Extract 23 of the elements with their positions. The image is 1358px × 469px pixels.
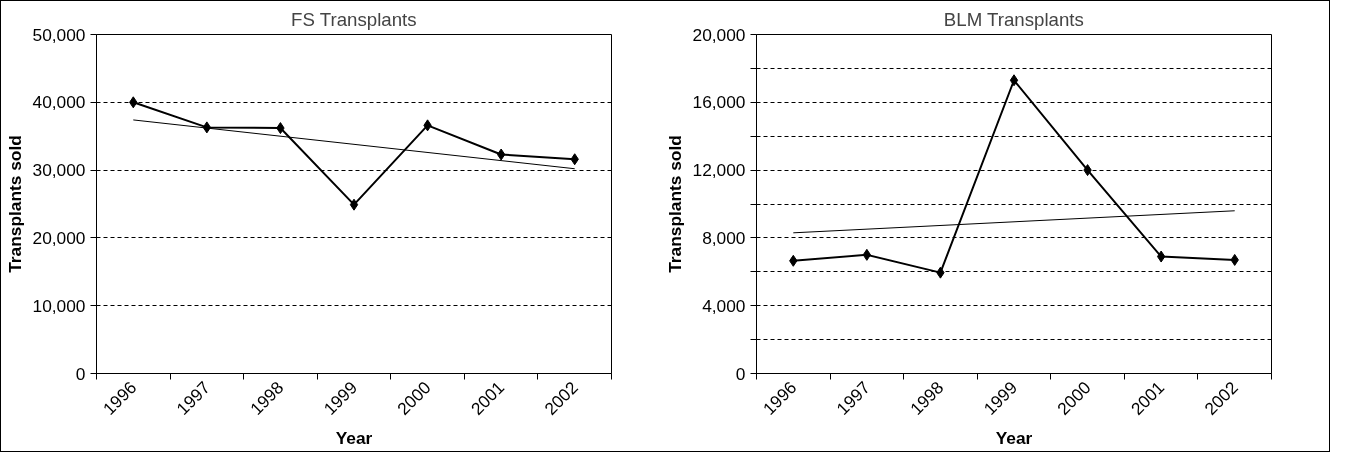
y-tick-label: 0 — [735, 363, 746, 384]
y-axis-title: Transplants sold — [664, 135, 685, 273]
y-tick-label: 8,000 — [702, 227, 746, 248]
y-axis-title: Transplants sold — [4, 135, 25, 273]
y-tick-label: 10,000 — [32, 295, 86, 316]
y-tick-label: 50,000 — [32, 24, 86, 45]
point — [1156, 250, 1166, 263]
x-axis-title: Year — [335, 428, 373, 449]
y-tick-label: 16,000 — [692, 92, 746, 113]
y-tick-label: 40,000 — [32, 92, 86, 113]
point — [862, 248, 872, 261]
chart-title: BLM Transplants — [943, 8, 1084, 30]
y-tick-label: 12,000 — [692, 160, 746, 181]
y-tick-label: 20,000 — [692, 24, 746, 45]
y-tick-label: 4,000 — [702, 295, 746, 316]
y-tick-label: 20,000 — [32, 227, 86, 248]
point — [1009, 74, 1019, 87]
chart-title: FS Transplants — [291, 8, 417, 30]
y-tick-label: 30,000 — [32, 160, 86, 181]
y-tick-label: 0 — [75, 363, 86, 384]
point — [349, 198, 359, 211]
x-axis-title: Year — [995, 428, 1033, 449]
point — [496, 148, 506, 161]
